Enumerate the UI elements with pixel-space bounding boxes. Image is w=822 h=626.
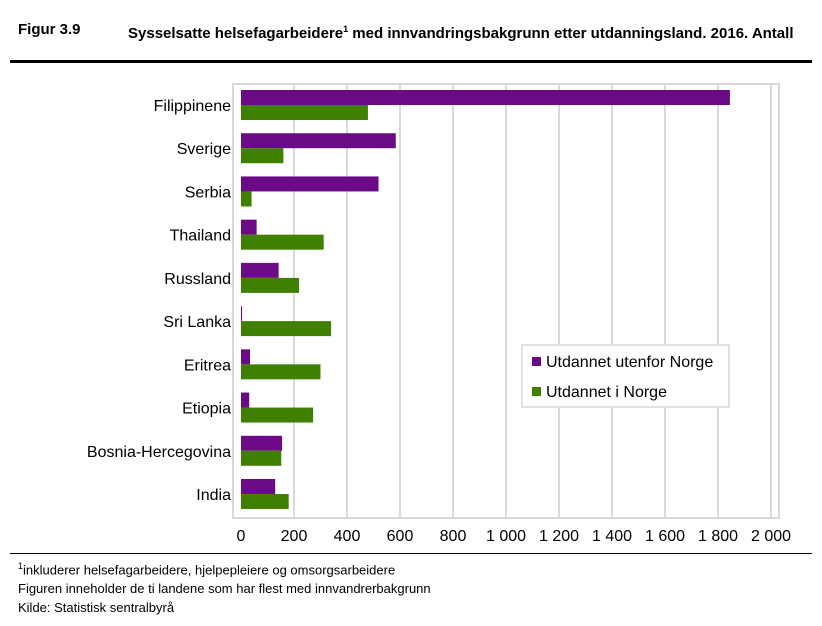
source-text: Kilde: Statistisk sentralbyrå	[18, 600, 175, 616]
bar-i-norge	[241, 450, 282, 466]
legend	[521, 344, 730, 408]
bar-i-norge	[241, 407, 314, 423]
x-tick-label: 2 000	[751, 528, 791, 545]
bar-i-norge	[241, 234, 324, 250]
bar-utenfor	[241, 176, 379, 192]
category-label: India	[196, 487, 231, 504]
bar-utenfor	[241, 392, 250, 408]
title-text-rest: med innvandringsbakgrunn etter utdanning…	[348, 25, 794, 42]
figure-title: Sysselsatte helsefagarbeidere1 med innva…	[128, 20, 808, 43]
bar-i-norge	[241, 148, 284, 164]
category-label: Serbia	[185, 184, 231, 201]
bar-utenfor	[241, 349, 251, 365]
x-tick-label: 600	[387, 528, 414, 545]
x-tick-label: 1 600	[645, 528, 685, 545]
bar-utenfor	[241, 133, 396, 149]
bar-utenfor	[241, 262, 279, 278]
category-label: Eritrea	[184, 357, 231, 374]
category-label: Sri Lanka	[163, 314, 231, 331]
x-tick-label: 200	[281, 528, 308, 545]
notes: 1inkluderer helsefagarbeidere, hjelpeple…	[18, 557, 431, 617]
legend-swatch	[532, 387, 541, 396]
bar-i-norge	[241, 321, 332, 337]
x-tick-label: 1 200	[539, 528, 579, 545]
note-text: Figuren inneholder de ti landene som har…	[18, 581, 431, 597]
legend-label: Utdannet utenfor Norge	[546, 354, 713, 371]
x-tick-label: 800	[440, 528, 467, 545]
bar-utenfor	[241, 435, 283, 451]
bar-i-norge	[241, 494, 289, 509]
bar-i-norge	[241, 105, 368, 120]
x-tick-label: 1 000	[486, 528, 526, 545]
footnote: 1inkluderer helsefagarbeidere, hjelpeple…	[18, 557, 431, 579]
category-label: Russland	[164, 271, 231, 288]
bar-utenfor	[241, 219, 257, 235]
bar-i-norge	[241, 277, 300, 293]
bar-utenfor	[241, 90, 730, 105]
category-label: Etiopia	[182, 401, 231, 418]
category-label: Filippinene	[154, 98, 231, 115]
title-text: Sysselsatte helsefagarbeidere	[128, 25, 344, 42]
bar-i-norge	[241, 364, 321, 380]
header-rule	[10, 60, 812, 63]
category-label: Thailand	[170, 228, 231, 245]
x-tick-label: 400	[334, 528, 361, 545]
title-footnote-mark: 1	[343, 24, 349, 34]
footnote-mark: 1	[18, 561, 24, 571]
bar-utenfor	[241, 479, 276, 494]
bar-utenfor	[241, 306, 243, 322]
legend-label: Utdannet i Norge	[546, 384, 667, 401]
category-label: Bosnia-Hercegovina	[87, 444, 231, 461]
x-tick-label: 1 400	[592, 528, 632, 545]
x-tick-label: 0	[237, 528, 246, 545]
legend-swatch	[532, 357, 541, 366]
bar-i-norge	[241, 191, 252, 207]
figure-number: Figur 3.9	[18, 21, 81, 38]
footer-rule	[10, 553, 812, 554]
footnote-text: inkluderer helsefagarbeidere, hjelpeplei…	[23, 562, 396, 578]
x-tick-label: 1 800	[698, 528, 738, 545]
category-label: Sverige	[177, 141, 231, 158]
